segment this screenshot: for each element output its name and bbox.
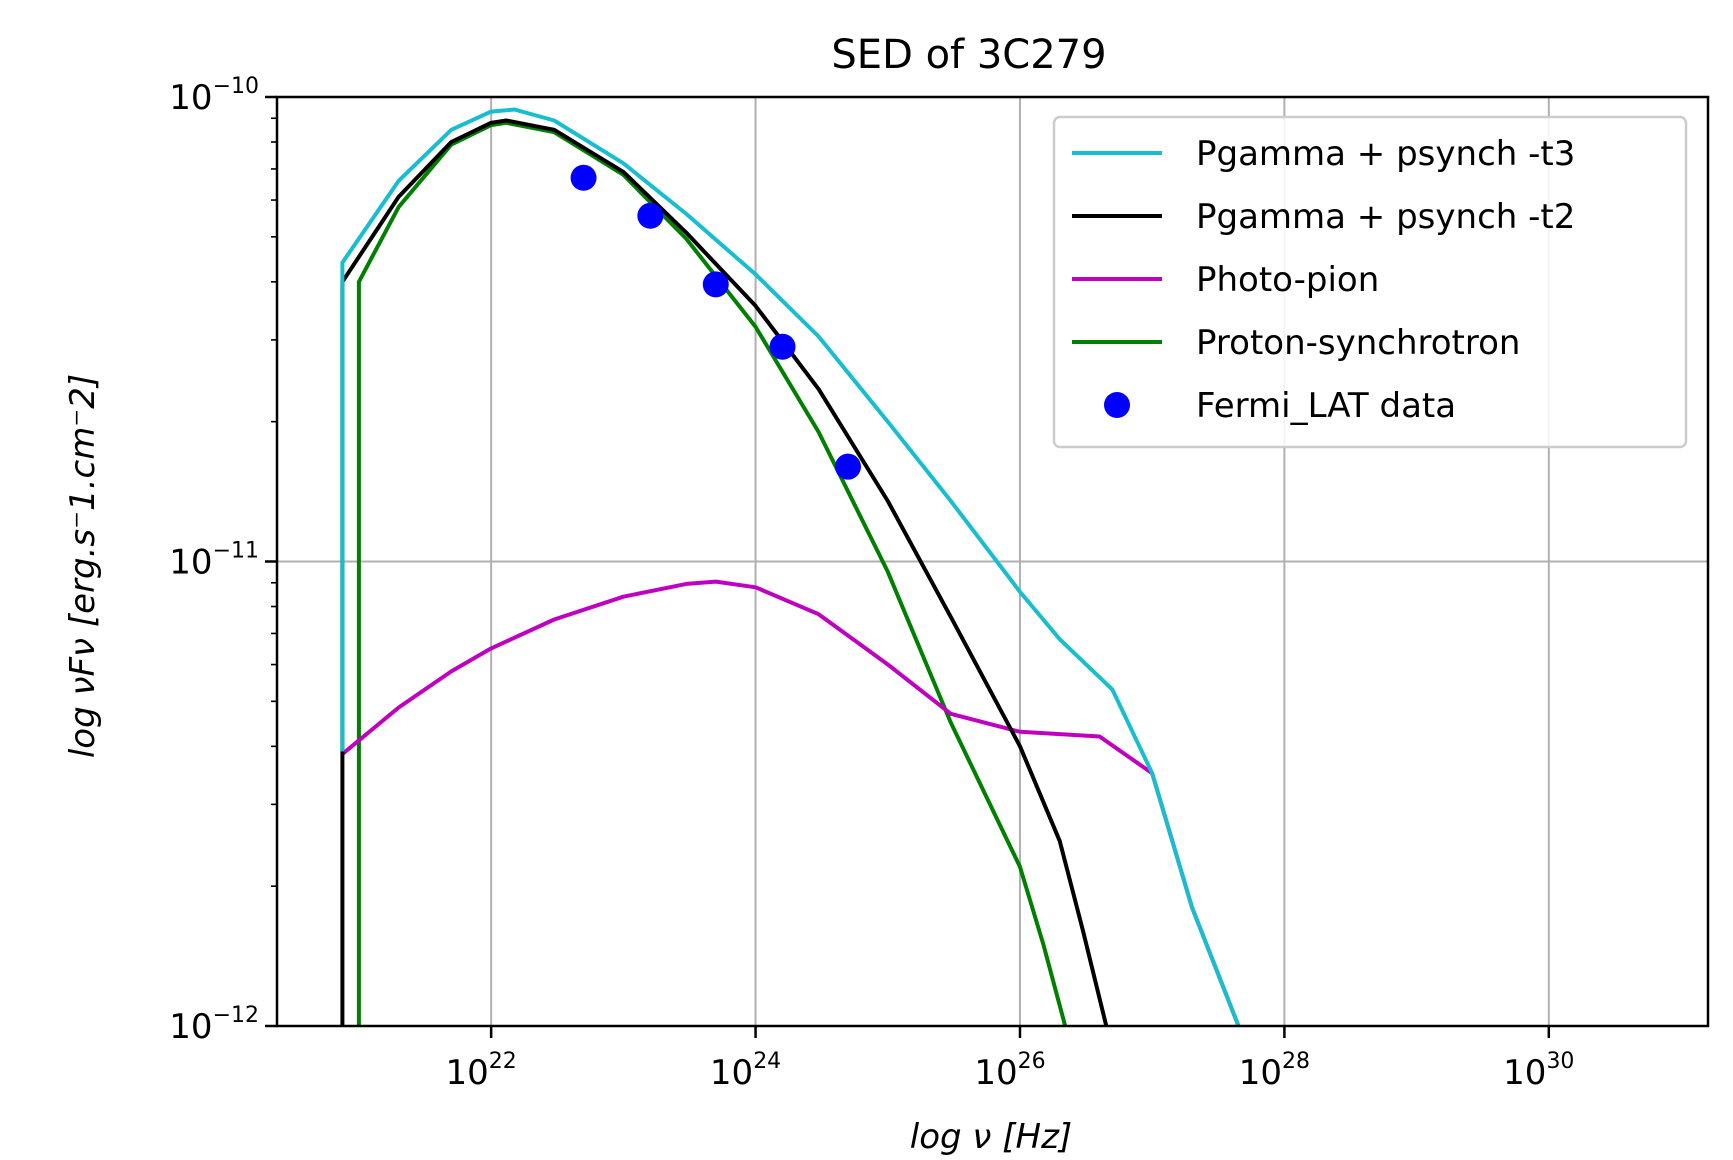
legend-label: Pgamma + psynch -t3 <box>1196 134 1575 174</box>
series-line-1 <box>340 118 1109 1026</box>
legend-marker-swatch <box>1104 392 1130 418</box>
x-axis-label: log ν [Hz] <box>910 1117 1072 1157</box>
series-line-0 <box>340 107 1241 1026</box>
legend-label: Fermi_LAT data <box>1196 386 1456 426</box>
chart-title: SED of 3C279 <box>831 32 1106 78</box>
x-tick-label: 1024 <box>710 1049 781 1093</box>
data-point <box>769 333 796 360</box>
x-tick-base: 10 <box>1503 1053 1546 1093</box>
x-tick-base: 10 <box>446 1053 489 1093</box>
x-tick-base: 10 <box>974 1053 1017 1093</box>
y-tick-label: 10−11 <box>169 539 259 583</box>
legend: Pgamma + psynch -t3 Pgamma + psynch -t2 Ph… <box>1052 115 1688 449</box>
data-point <box>570 164 597 191</box>
series-layer <box>340 107 1241 1026</box>
y-tick-exponent: −12 <box>213 1003 259 1028</box>
y-tick-exponent: −10 <box>213 74 259 99</box>
x-tick-base: 10 <box>1239 1053 1282 1093</box>
y-tick-base: 10 <box>169 78 212 118</box>
x-tick-exponent: 26 <box>1018 1049 1046 1074</box>
legend-label: Pgamma + psynch -t2 <box>1196 197 1575 237</box>
x-tick-label: 1026 <box>974 1049 1045 1093</box>
data-point <box>702 271 729 298</box>
legend-label: Proton-synchrotron <box>1196 323 1520 363</box>
data-point <box>834 453 861 480</box>
legend-box <box>1052 115 1688 449</box>
x-tick-exponent: 22 <box>489 1049 517 1074</box>
y-tick-label: 10−10 <box>169 74 259 118</box>
series-line-2 <box>341 579 1241 1026</box>
x-tick-exponent: 24 <box>753 1049 781 1074</box>
x-tick-label: 1030 <box>1503 1049 1574 1093</box>
y-tick-exponent: −11 <box>213 539 259 564</box>
data-point <box>637 202 664 229</box>
x-tick-label: 1028 <box>1239 1049 1310 1093</box>
y-tick-base: 10 <box>169 1007 212 1047</box>
x-tick-label: 1022 <box>446 1049 517 1093</box>
x-tick-exponent: 28 <box>1282 1049 1310 1074</box>
x-tick-exponent: 30 <box>1546 1049 1574 1074</box>
y-tick-base: 10 <box>169 543 212 583</box>
legend-label: Photo-pion <box>1196 260 1379 300</box>
x-tick-base: 10 <box>710 1053 753 1093</box>
y-tick-label: 10−12 <box>169 1003 259 1047</box>
y-axis-label: log νFν [erg.s⁻1.cm⁻2] <box>63 374 103 758</box>
